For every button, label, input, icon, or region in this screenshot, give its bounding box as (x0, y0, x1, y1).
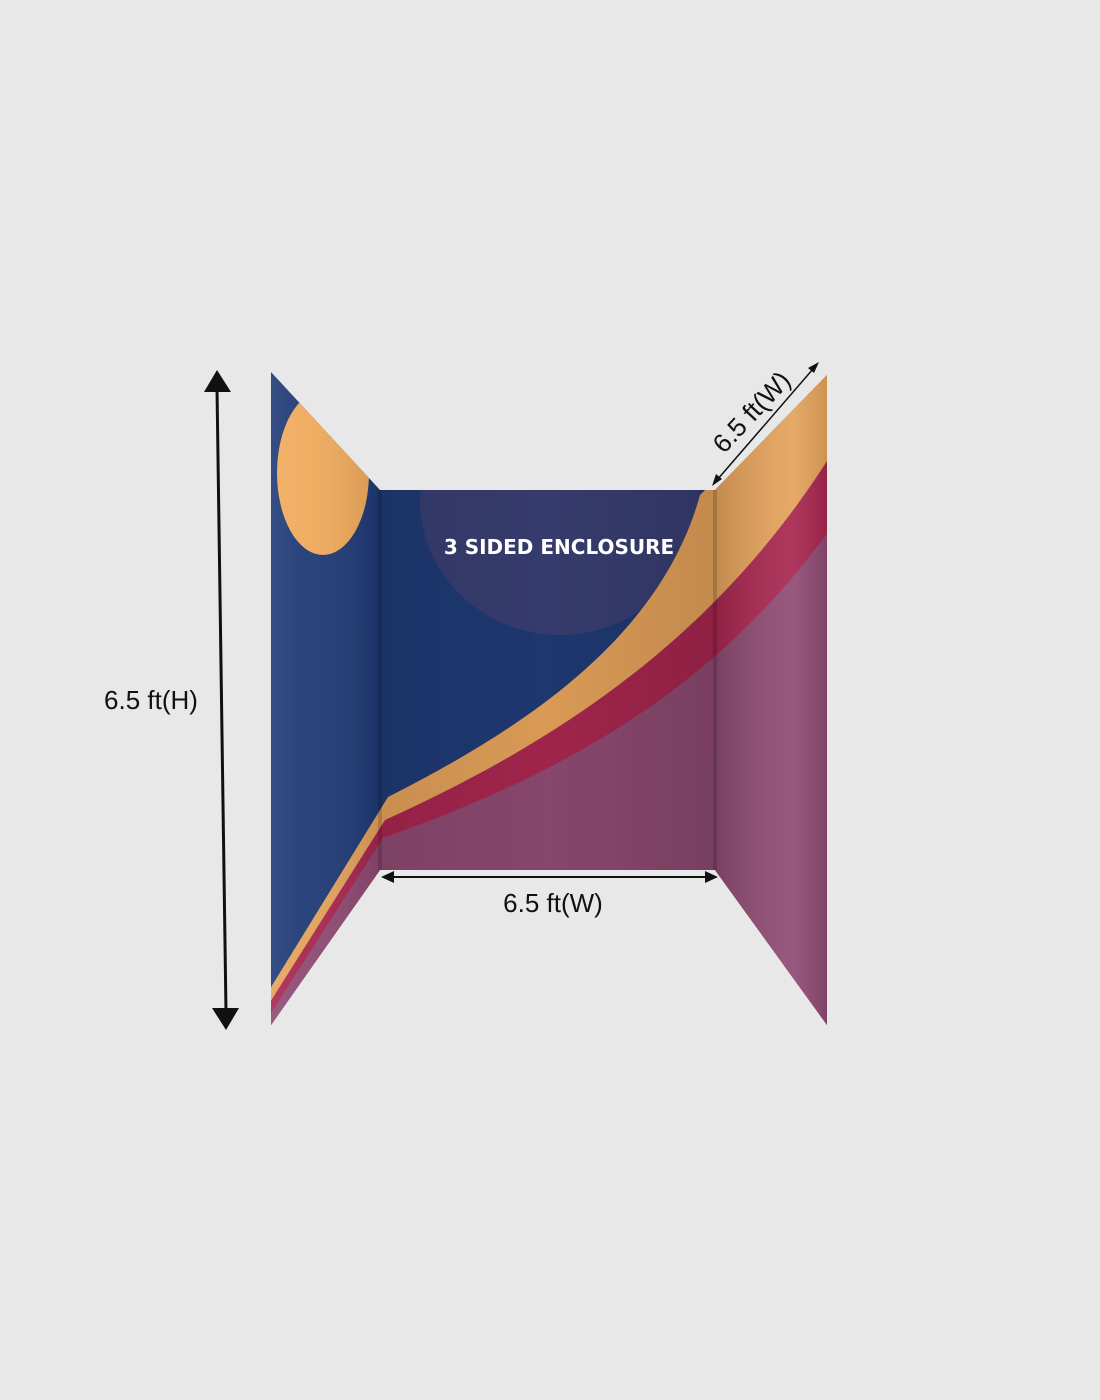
side-width-arrow (712, 362, 819, 486)
left-panel-shade (271, 372, 380, 1025)
enclosure-title: 3 SIDED ENCLOSURE (444, 535, 674, 559)
enclosure-panels (271, 372, 827, 1025)
back-panel-shade (380, 490, 715, 870)
back-width-label: 6.5 ft(W) (503, 888, 603, 918)
back-width-arrow (381, 871, 718, 883)
arrowhead-up (204, 370, 231, 392)
arrowhead-down (212, 1008, 239, 1030)
right-panel-shade (715, 375, 827, 1025)
height-label: 6.5 ft(H) (104, 685, 198, 715)
height-arrow (204, 370, 239, 1030)
